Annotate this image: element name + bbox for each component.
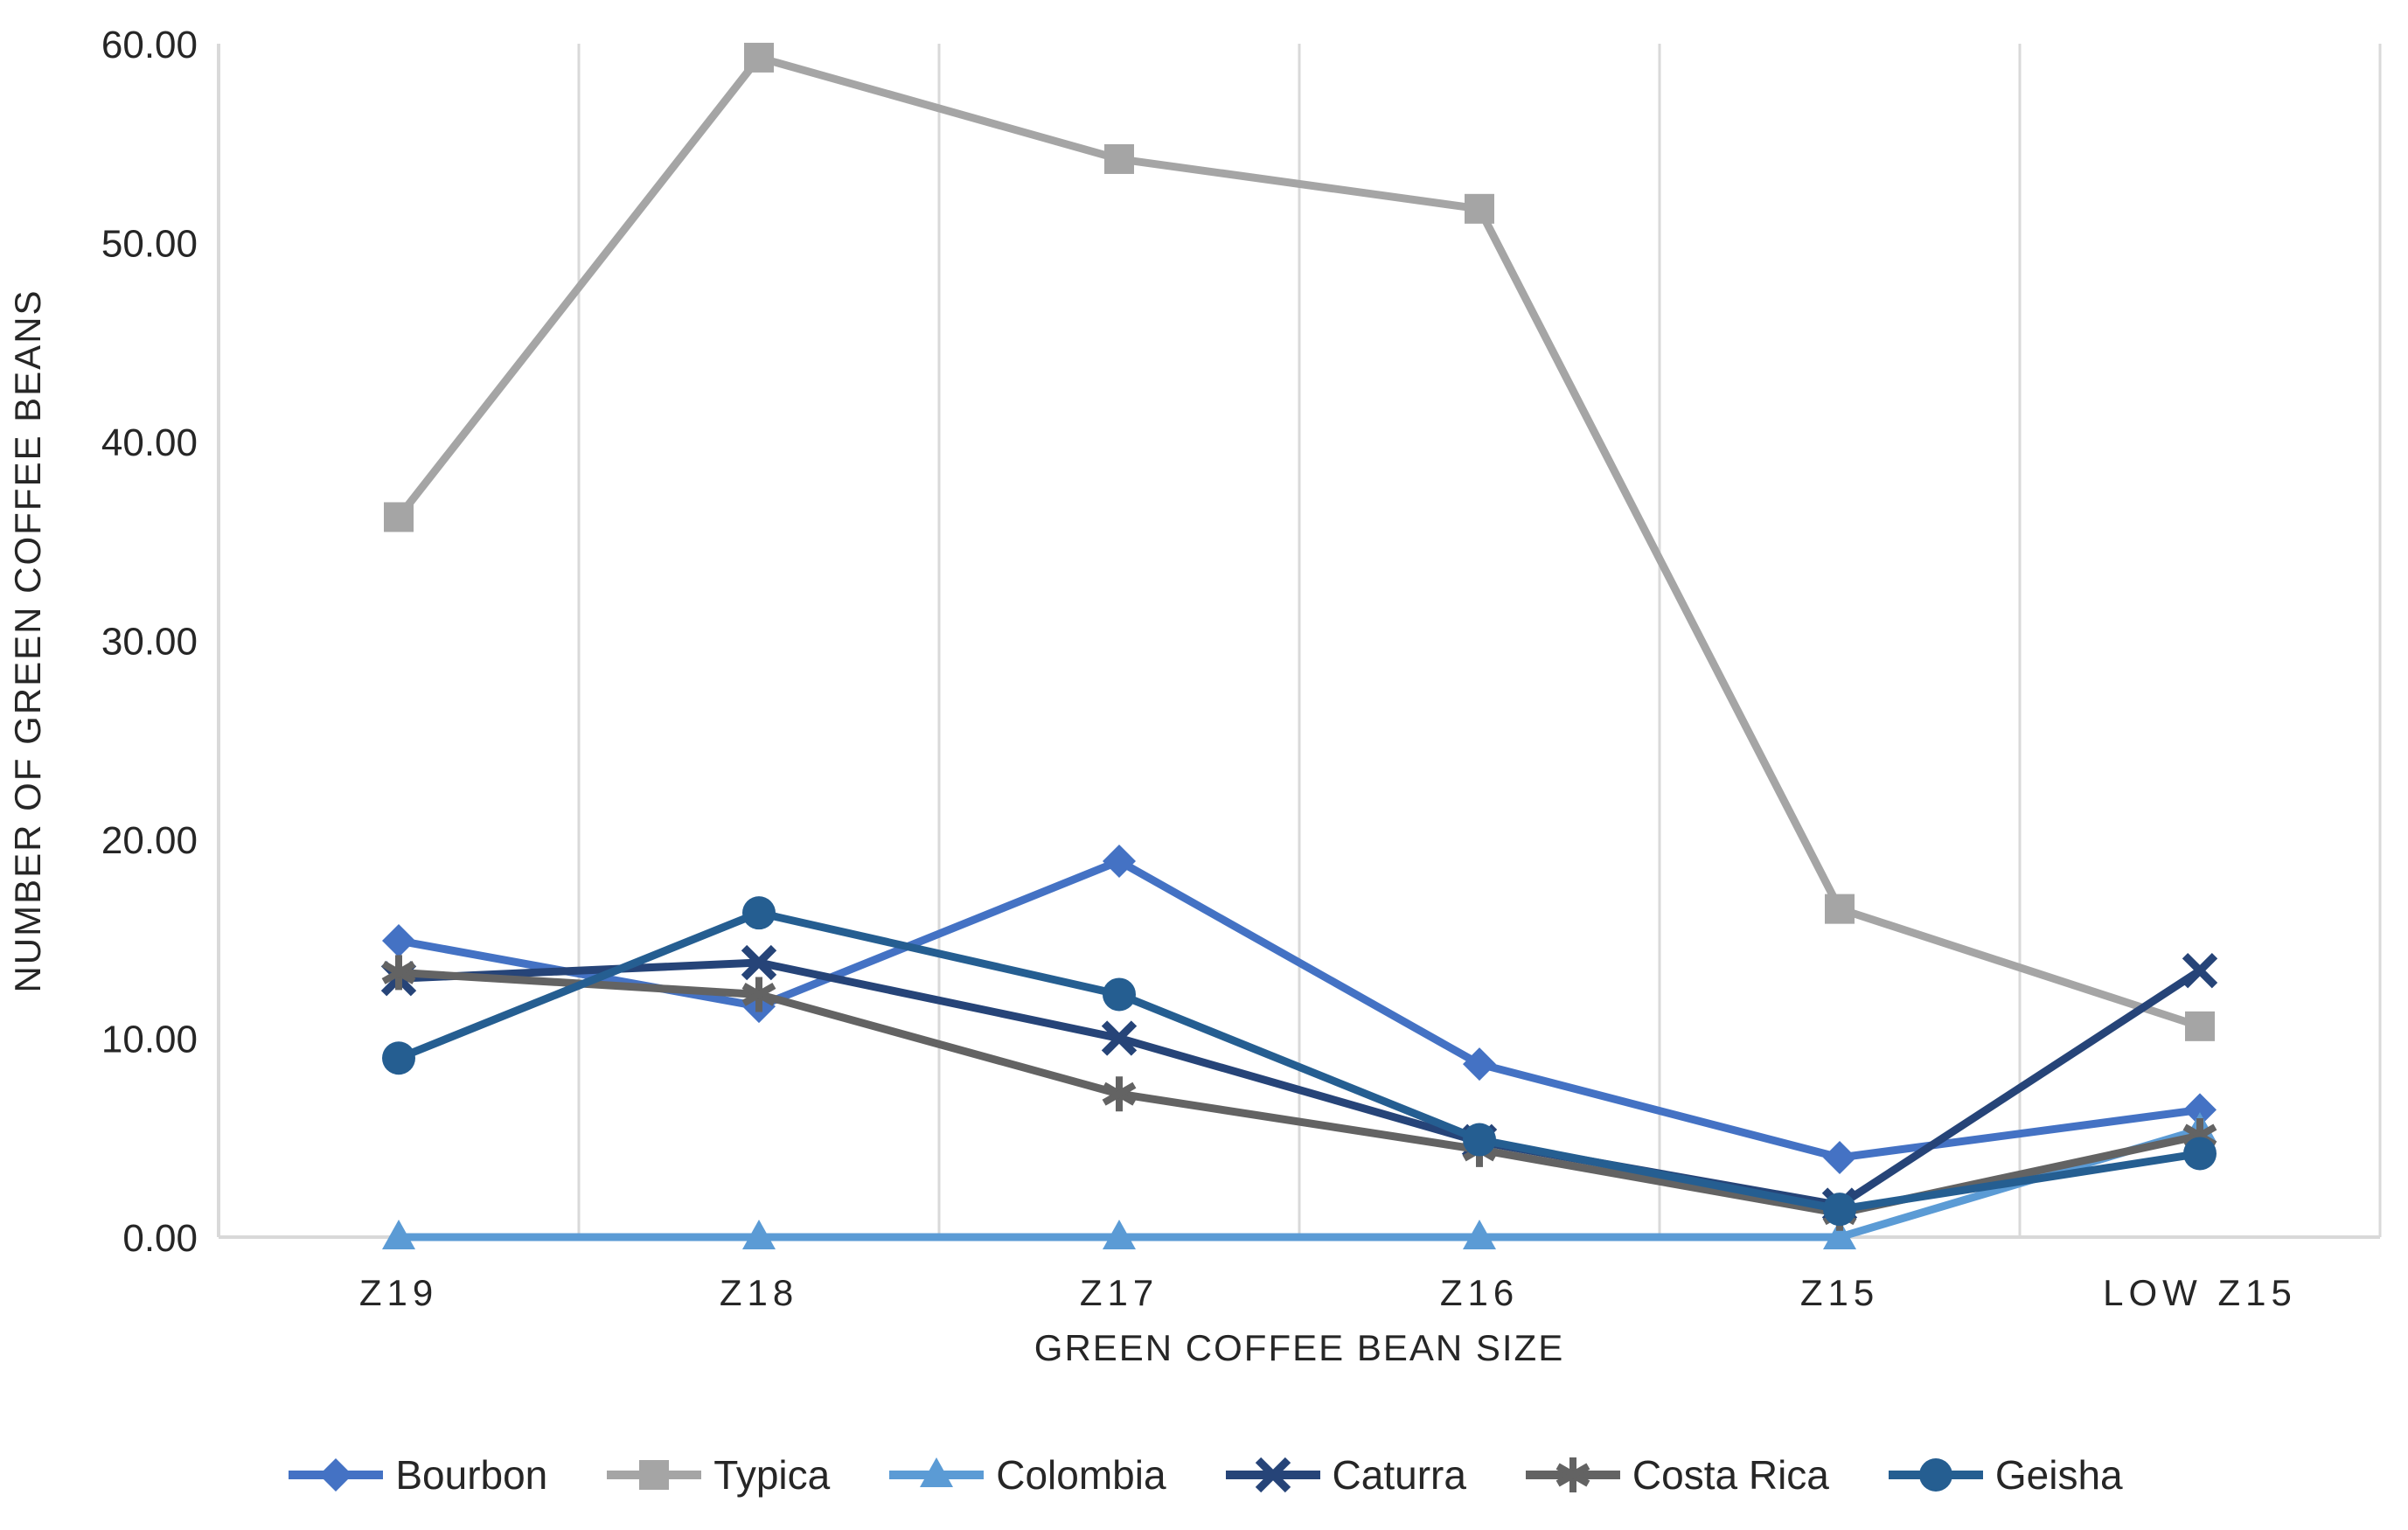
x-marker-stroke xyxy=(1101,1020,1138,1056)
series-typica xyxy=(384,42,2215,1041)
legend-label: Caturra xyxy=(1332,1452,1466,1498)
circle-marker-icon xyxy=(1918,1458,1952,1492)
x-tick-label: Z17 xyxy=(1080,1272,1159,1313)
square-marker-icon xyxy=(639,1460,670,1490)
legend-item-typica: Typica xyxy=(603,1451,830,1499)
asterisk-marker-stroke xyxy=(741,982,776,1006)
series-line-colombia xyxy=(399,1125,2202,1241)
legend-item-geisha: Geisha xyxy=(1885,1451,2123,1499)
square-marker-icon xyxy=(1825,894,1855,924)
series-plot-area xyxy=(380,42,2218,1249)
x-tick-label: Z19 xyxy=(359,1272,438,1313)
y-tick-label: 50.00 xyxy=(101,223,198,266)
x-axis-tick-labels: Z19 Z18 Z17 Z16 Z15 LOW Z15 xyxy=(359,1272,2297,1313)
asterisk-marker-stroke xyxy=(1555,1463,1590,1487)
asterisk-marker-icon xyxy=(381,955,416,991)
y-tick-label: 0.00 xyxy=(122,1217,198,1260)
diamond-marker-icon xyxy=(1823,1141,1856,1174)
legend-label: Costa Rica xyxy=(1632,1452,1829,1498)
y-tick-label: 40.00 xyxy=(101,421,198,464)
triangle-marker-icon xyxy=(382,1220,415,1249)
legend-marker-asterisk-icon xyxy=(1525,1457,1620,1492)
triangle-marker-icon xyxy=(742,1220,776,1249)
triangle-marker-icon xyxy=(1103,1220,1136,1249)
legend-label: Typica xyxy=(713,1452,831,1498)
x-tick-label: Z18 xyxy=(720,1272,798,1313)
x-tick-label: Z16 xyxy=(1440,1272,1519,1313)
y-axis-tick-labels: 0.00 10.00 20.00 30.00 40.00 50.00 60.00 xyxy=(101,24,198,1260)
legend-label: Colombia xyxy=(996,1452,1166,1498)
square-marker-icon xyxy=(384,502,414,532)
x-axis-title: GREEN COFFEE BEAN SIZE xyxy=(1034,1327,1564,1368)
y-tick-label: 10.00 xyxy=(101,1019,198,1061)
legend-marker-triangle-icon xyxy=(889,1457,985,1487)
triangle-marker-icon xyxy=(920,1457,954,1487)
legend-item-bourbon: Bourbon xyxy=(285,1451,547,1499)
circle-marker-icon xyxy=(382,1041,415,1075)
legend-item-colombia: Colombia xyxy=(886,1451,1166,1499)
asterisk-marker-stroke xyxy=(1102,1081,1137,1106)
diamond-marker-icon xyxy=(382,924,415,958)
diamond-marker-icon xyxy=(1463,1047,1496,1081)
diamond-marker-icon xyxy=(319,1458,353,1492)
square-marker-icon xyxy=(2185,1011,2215,1041)
triangle-marker-icon xyxy=(1823,1220,1856,1249)
x-marker-icon xyxy=(1101,1020,1138,1056)
circle-marker-icon xyxy=(1823,1193,1856,1227)
legend-marker-square-icon xyxy=(607,1460,702,1490)
diamond-marker-icon xyxy=(1103,845,1136,879)
diamond-marker-icon xyxy=(2183,1093,2217,1127)
square-marker-icon xyxy=(744,42,774,73)
series-line-typica xyxy=(395,53,2202,1031)
legend-label: Geisha xyxy=(1994,1452,2123,1498)
asterisk-marker-stroke xyxy=(381,960,416,984)
asterisk-marker-icon xyxy=(1102,1076,1137,1112)
series-geisha xyxy=(382,896,2217,1227)
circle-marker-icon xyxy=(742,896,776,930)
square-marker-icon xyxy=(1465,193,1494,224)
asterisk-marker-icon xyxy=(741,977,776,1012)
x-marker-stroke xyxy=(741,944,777,981)
legend-label: Bourbon xyxy=(395,1452,548,1498)
legend-item-caturra: Caturra xyxy=(1222,1451,1466,1499)
x-marker-icon xyxy=(2182,952,2218,989)
legend-marker-circle-icon xyxy=(1888,1458,1983,1492)
y-tick-label: 20.00 xyxy=(101,819,198,862)
triangle-marker-icon xyxy=(1463,1220,1496,1249)
legend-marker-x-icon xyxy=(1225,1457,1320,1493)
series-line-caturra xyxy=(398,958,2203,1210)
asterisk-marker-icon xyxy=(1555,1457,1590,1492)
x-marker-icon xyxy=(741,944,777,981)
series-line-bourbon xyxy=(398,857,2201,1162)
square-marker-icon xyxy=(1104,143,1134,174)
circle-marker-icon xyxy=(2183,1137,2217,1171)
circle-marker-icon xyxy=(1103,977,1136,1012)
legend: Bourbon Typica Colombia Caturra Costa Rica Ge… xyxy=(0,1451,2408,1499)
x-tick-label: LOW Z15 xyxy=(2103,1272,2297,1313)
circle-marker-icon xyxy=(1463,1123,1496,1157)
x-tick-label: Z15 xyxy=(1800,1272,1879,1313)
y-tick-label: 30.00 xyxy=(101,621,198,664)
x-marker-icon xyxy=(1255,1457,1291,1493)
x-marker-stroke xyxy=(1255,1457,1291,1493)
y-axis-title: NUMBER OF GREEN COFFEE BEANS xyxy=(7,289,48,992)
x-marker-stroke xyxy=(2182,952,2218,989)
legend-marker-diamond-icon xyxy=(289,1458,384,1492)
gridlines xyxy=(577,44,2382,1237)
series-line-geisha xyxy=(397,908,2201,1214)
legend-item-costa-rica: Costa Rica xyxy=(1522,1451,1829,1499)
y-tick-label: 60.00 xyxy=(101,24,198,66)
